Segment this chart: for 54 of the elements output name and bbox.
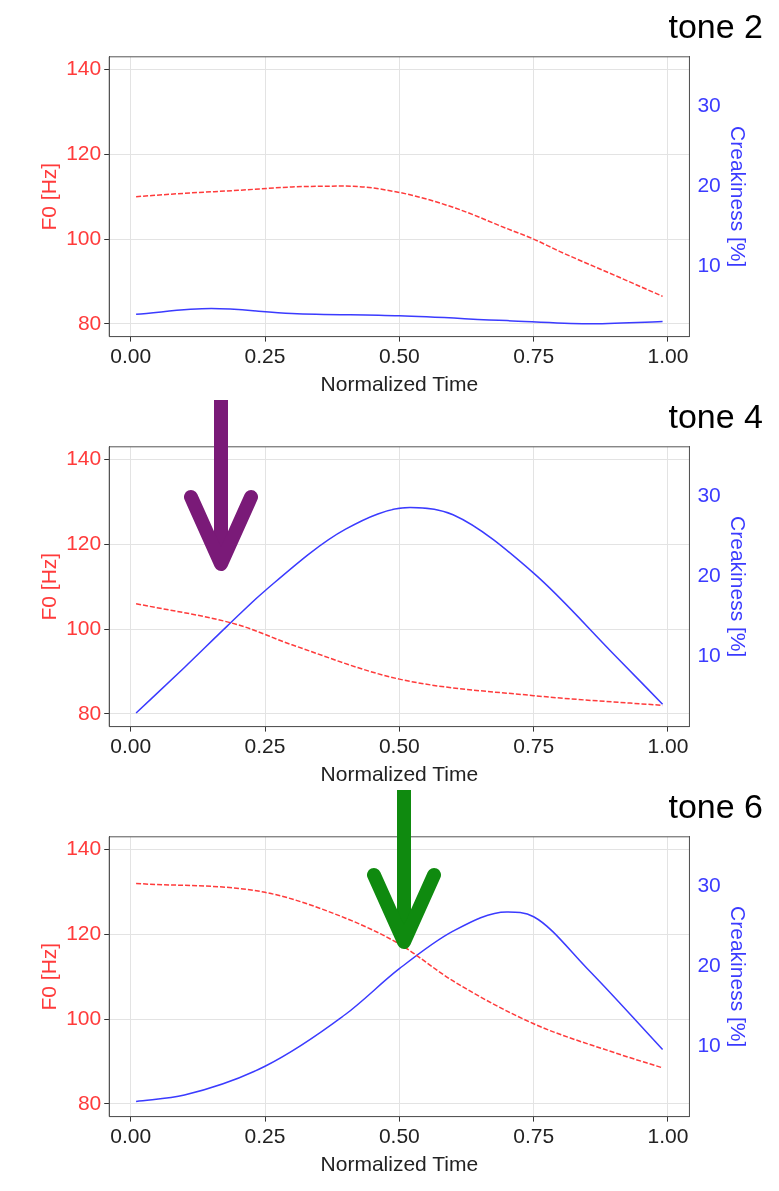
x-axis-title: Normalized Time bbox=[320, 372, 479, 396]
y2-tick-label: 30 bbox=[697, 93, 721, 117]
x-tick-label: 0.75 bbox=[513, 344, 555, 367]
y-tick-label: 80 bbox=[77, 1090, 102, 1114]
x-tick-label: 0.50 bbox=[378, 734, 420, 757]
line-series bbox=[135, 602, 664, 707]
y2-tick-label: 30 bbox=[697, 873, 721, 897]
y2-tick-label: 10 bbox=[697, 253, 721, 277]
chart-title: tone 6 bbox=[668, 786, 763, 825]
y2-tick-label: 20 bbox=[697, 173, 721, 197]
x-tick-label: 0.00 bbox=[110, 1124, 152, 1147]
x-tick-label: 0.25 bbox=[244, 1124, 286, 1147]
line-series bbox=[135, 911, 664, 1103]
y-tick-label: 80 bbox=[77, 700, 102, 724]
y2-tick-label: 20 bbox=[697, 563, 721, 587]
y-tick-label: 100 bbox=[66, 225, 102, 249]
line-series bbox=[135, 307, 664, 325]
y-tick-label: 140 bbox=[66, 836, 102, 860]
x-tick-label: 0.75 bbox=[513, 734, 555, 757]
x-tick-label: 0.25 bbox=[244, 734, 286, 757]
y-tick-label: 80 bbox=[77, 310, 102, 334]
y2-axis-title: Creakiness [%] bbox=[726, 126, 750, 268]
x-tick-label: 0.25 bbox=[244, 344, 286, 367]
x-tick-label: 1.00 bbox=[647, 344, 689, 367]
y-tick-label: 120 bbox=[66, 531, 102, 555]
y-tick-label: 100 bbox=[66, 1005, 102, 1029]
y-tick-label: 140 bbox=[66, 56, 102, 80]
x-axis-title: Normalized Time bbox=[320, 762, 479, 786]
y-axis-title: F0 [Hz] bbox=[37, 552, 61, 621]
x-tick-label: 0.50 bbox=[378, 344, 420, 367]
y2-tick-label: 20 bbox=[697, 953, 721, 977]
x-tick-label: 0.50 bbox=[378, 1124, 420, 1147]
x-tick-label: 1.00 bbox=[647, 734, 689, 757]
x-tick-label: 0.75 bbox=[513, 1124, 555, 1147]
x-axis-title: Normalized Time bbox=[320, 1152, 479, 1176]
x-tick-label: 1.00 bbox=[647, 1124, 689, 1147]
x-tick-label: 0.00 bbox=[110, 734, 152, 757]
y-tick-label: 120 bbox=[66, 921, 102, 945]
y-tick-label: 120 bbox=[66, 141, 102, 165]
line-series bbox=[135, 882, 664, 1069]
x-tick-label: 0.00 bbox=[110, 344, 152, 367]
y2-tick-label: 30 bbox=[697, 483, 721, 507]
line-series bbox=[135, 506, 664, 714]
chart-title: tone 2 bbox=[668, 6, 763, 45]
y-tick-label: 140 bbox=[66, 446, 102, 470]
y2-tick-label: 10 bbox=[697, 643, 721, 667]
y2-tick-label: 10 bbox=[697, 1033, 721, 1057]
chart-title: tone 4 bbox=[668, 396, 763, 435]
y-axis-title: F0 [Hz] bbox=[37, 162, 61, 231]
y-axis-title: F0 [Hz] bbox=[37, 942, 61, 1011]
line-series bbox=[135, 185, 664, 298]
y-tick-label: 100 bbox=[66, 615, 102, 639]
y2-axis-title: Creakiness [%] bbox=[726, 516, 750, 658]
y2-axis-title: Creakiness [%] bbox=[726, 906, 750, 1048]
